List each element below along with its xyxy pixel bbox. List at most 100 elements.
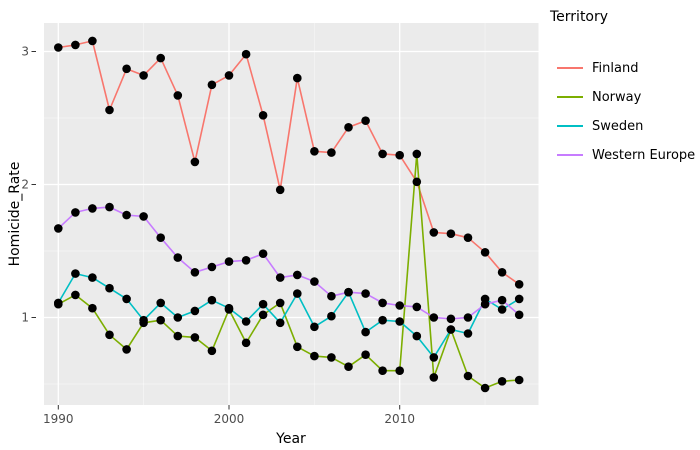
data-point-norway-2008 (361, 350, 370, 360)
data-point-norway-1992 (88, 303, 97, 313)
data-point-norway-2009 (378, 366, 387, 376)
data-point-western-europe-2007 (344, 287, 353, 297)
data-point-western-europe-1995 (139, 212, 148, 221)
data-point-western-europe-2016 (497, 295, 507, 305)
data-point-western-europe-2005 (310, 277, 319, 286)
data-point-sweden-2010 (395, 317, 405, 326)
data-point-sweden-2016 (497, 305, 507, 314)
data-point-finland-2012 (429, 228, 439, 237)
data-point-western-europe-1991 (71, 208, 80, 217)
x-tick-label: 2010 (384, 412, 415, 426)
data-point-western-europe-1994 (122, 210, 131, 220)
data-point-sweden-1997 (173, 313, 183, 322)
series-line-norway (57, 153, 520, 389)
data-point-finland-1991 (71, 40, 80, 50)
data-point-sweden-2003 (275, 318, 285, 328)
data-point-finland-1993 (105, 105, 114, 115)
data-point-finland-2005 (310, 147, 319, 156)
data-point-finland-2013 (446, 229, 456, 238)
data-point-western-europe-2015 (480, 299, 490, 309)
data-point-norway-2001 (241, 338, 251, 348)
data-point-western-europe-2008 (361, 289, 370, 298)
y-tick-label: 3 (21, 45, 29, 59)
data-point-finland-1997 (173, 91, 183, 100)
legend-item-finland: Finland (557, 59, 638, 77)
data-point-norway-2012 (429, 373, 439, 382)
data-point-western-europe-1998 (190, 268, 200, 277)
data-point-finland-2006 (327, 148, 336, 157)
legend-line-swatch (557, 66, 583, 70)
data-point-norway-2011 (412, 149, 422, 159)
legend-label: Finland (592, 60, 639, 76)
x-tick-label: 1990 (43, 412, 74, 426)
data-point-sweden-2008 (361, 327, 370, 337)
data-point-norway-1991 (71, 290, 80, 300)
data-point-finland-1992 (88, 36, 97, 46)
series-line-finland (58, 40, 520, 285)
data-point-finland-1998 (190, 157, 200, 167)
data-point-norway-2004 (293, 342, 302, 352)
data-point-norway-2007 (344, 362, 353, 372)
data-point-sweden-1994 (122, 294, 131, 304)
data-point-norway-2005 (310, 351, 319, 361)
legend-line-swatch (557, 153, 583, 157)
data-point-sweden-1993 (105, 283, 114, 293)
data-point-western-europe-1993 (105, 202, 114, 212)
legend-line-swatch (557, 95, 583, 99)
data-point-norway-2006 (327, 353, 336, 362)
data-point-sweden-1990 (54, 298, 63, 308)
legend-line-swatch (557, 124, 583, 128)
data-point-sweden-2004 (293, 289, 302, 298)
data-point-finland-2001 (241, 49, 251, 59)
data-point-western-europe-1992 (88, 204, 97, 213)
data-point-sweden-2014 (463, 329, 473, 338)
data-point-western-europe-2000 (224, 257, 234, 266)
y-axis-title: Homicide_Rate (7, 161, 23, 267)
data-point-sweden-1996 (156, 298, 165, 308)
data-point-finland-2002 (258, 111, 268, 120)
data-point-norway-1997 (173, 331, 183, 341)
legend-title: Territory (550, 9, 609, 25)
x-axis-title: Year (276, 431, 306, 447)
data-point-sweden-2005 (310, 322, 319, 332)
data-point-finland-2011 (412, 177, 422, 187)
data-point-western-europe-2010 (395, 301, 405, 310)
data-point-norway-2010 (395, 366, 405, 376)
data-point-finland-1999 (207, 80, 217, 90)
data-point-finland-2010 (395, 150, 405, 160)
data-point-sweden-2012 (429, 353, 439, 362)
data-point-western-europe-1990 (54, 224, 63, 233)
data-point-finland-2003 (275, 185, 285, 195)
data-point-norway-2014 (463, 371, 473, 381)
legend-label: Western Europe (592, 147, 696, 163)
legend: Territory Finland Norway Sweden Western Eur… (549, 0, 699, 450)
data-point-norway-1993 (105, 330, 114, 340)
data-point-sweden-1998 (190, 306, 200, 316)
data-point-western-europe-2014 (463, 313, 473, 322)
data-point-sweden-2017 (514, 294, 524, 304)
data-point-sweden-2002 (258, 299, 268, 309)
data-point-sweden-1992 (88, 273, 97, 282)
data-point-western-europe-2009 (378, 298, 387, 308)
data-point-finland-1996 (156, 53, 165, 63)
y-tick-label: 2 (21, 178, 29, 192)
series-line-western-europe (57, 206, 520, 320)
data-point-sweden-1995 (139, 315, 148, 325)
data-point-norway-1994 (122, 345, 131, 354)
data-point-western-europe-1996 (156, 233, 165, 242)
data-point-sweden-2011 (412, 331, 422, 341)
data-point-finland-2017 (514, 280, 524, 289)
data-point-sweden-1999 (207, 295, 217, 305)
data-point-finland-1994 (122, 64, 131, 74)
data-point-norway-1996 (156, 315, 165, 325)
legend-item-sweden: Sweden (557, 117, 643, 135)
series-line-sweden (57, 272, 520, 359)
data-point-western-europe-2002 (258, 249, 268, 258)
data-point-sweden-2000 (224, 303, 234, 313)
data-point-finland-2008 (361, 116, 370, 125)
data-point-finland-2015 (480, 248, 490, 257)
data-point-finland-2007 (344, 123, 353, 132)
data-point-western-europe-1997 (173, 253, 183, 262)
